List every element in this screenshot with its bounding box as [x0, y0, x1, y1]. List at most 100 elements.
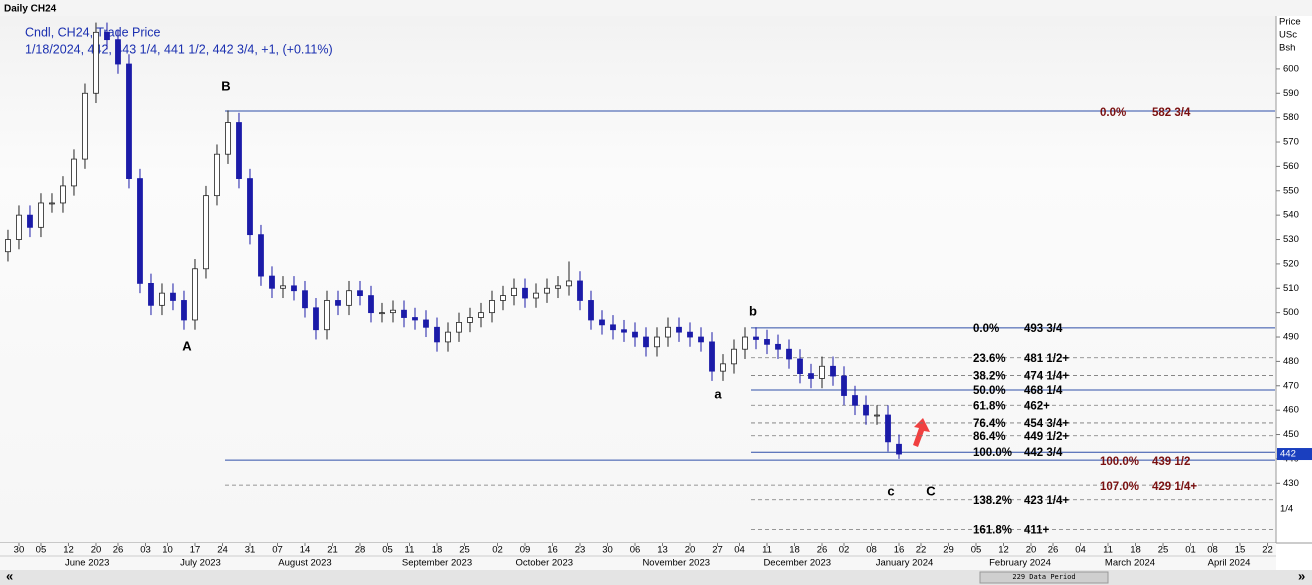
candle-body	[819, 365, 825, 379]
candle-body	[808, 373, 814, 379]
candle-body	[412, 317, 418, 321]
candle-body	[137, 178, 143, 284]
x-tick-label: 23	[575, 545, 586, 556]
candle-body	[225, 122, 231, 155]
x-tick-label: 14	[300, 545, 311, 556]
x-group-label: November 2023	[642, 558, 710, 569]
x-tick-label: 30	[602, 545, 613, 556]
x-tick-label: 25	[459, 545, 470, 556]
last-price-label: 442	[1280, 449, 1296, 460]
y-axis-label: Bsh	[1279, 43, 1295, 54]
x-tick-label: 20	[685, 545, 696, 556]
fib-percent: 61.8%	[973, 400, 1006, 412]
y-tick-label: 530	[1283, 234, 1299, 245]
candle-body	[236, 122, 242, 179]
fib-percent: 23.6%	[973, 353, 1006, 365]
x-tick-label: 25	[1158, 545, 1169, 556]
candle-body	[115, 39, 121, 65]
candle-body	[489, 300, 495, 314]
x-group-label: September 2023	[402, 558, 472, 569]
x-tick-label: 10	[162, 545, 173, 556]
candle-body	[181, 300, 187, 321]
y-axis-label: Price	[1279, 17, 1301, 28]
candle-body	[753, 336, 759, 340]
candle-body	[379, 312, 385, 315]
candle-body	[467, 317, 473, 323]
x-tick-label: 08	[866, 545, 877, 556]
x-tick-label: 02	[839, 545, 850, 556]
x-tick-label: 08	[1207, 545, 1218, 556]
y-tick-label: 580	[1283, 112, 1299, 123]
x-tick-label: 26	[1048, 545, 1059, 556]
x-tick-label: 12	[63, 545, 74, 556]
y-axis-label: USc	[1279, 30, 1297, 41]
fib-percent: 100.0%	[973, 447, 1012, 459]
candle-body	[445, 331, 451, 343]
y-tick-label: 590	[1283, 88, 1299, 99]
candle-body	[500, 295, 506, 301]
y-tick-label: 540	[1283, 210, 1299, 221]
x-tick-label: 06	[630, 545, 641, 556]
candle-body	[390, 309, 396, 314]
candle-body	[93, 31, 99, 94]
x-tick-label: 29	[943, 545, 954, 556]
candle-body	[566, 280, 572, 287]
scroll-left[interactable]: «	[6, 568, 13, 583]
x-group-label: July 2023	[180, 558, 221, 569]
y-tick-label: 550	[1283, 185, 1299, 196]
x-group-label: October 2023	[515, 558, 573, 569]
x-tick-label: 01	[1185, 545, 1196, 556]
wave-label: C	[926, 483, 936, 498]
fib-price: 582 3/4	[1152, 107, 1191, 119]
fib-price: 411+	[1024, 525, 1050, 537]
candle-body	[632, 331, 638, 338]
x-tick-label: 04	[734, 545, 745, 556]
candle-body	[269, 275, 275, 289]
wave-label: B	[221, 78, 230, 93]
fib-percent: 107.0%	[1100, 481, 1139, 493]
chart-title: Daily CH24	[4, 4, 57, 15]
x-tick-label: 27	[712, 545, 723, 556]
x-tick-label: 26	[113, 545, 124, 556]
fib-percent: 38.2%	[973, 370, 1006, 382]
x-tick-label: 28	[355, 545, 366, 556]
x-tick-label: 18	[1130, 545, 1141, 556]
x-tick-label: 13	[657, 545, 668, 556]
wave-label: c	[887, 483, 894, 498]
candle-body	[434, 326, 440, 343]
candle-body	[16, 214, 22, 240]
arrow-icon	[913, 418, 930, 447]
candle-body	[302, 290, 308, 309]
candle-body	[478, 312, 484, 318]
candle-body	[533, 292, 539, 299]
y-tick-label: 450	[1283, 429, 1299, 440]
legend-line: Cndl, CH24, Trade Price	[25, 25, 161, 39]
scroll-thumb[interactable]	[979, 571, 1109, 584]
x-tick-label: 17	[190, 545, 201, 556]
x-tick-label: 05	[36, 545, 47, 556]
fib-percent: 86.4%	[973, 431, 1006, 443]
x-tick-label: 16	[547, 545, 558, 556]
fib-percent: 0.0%	[1100, 107, 1126, 119]
candle-body	[577, 280, 583, 301]
fib-price: 442 3/4	[1024, 447, 1063, 459]
candle-body	[159, 292, 165, 306]
x-tick-label: 09	[520, 545, 531, 556]
x-tick-label: 24	[217, 545, 228, 556]
candle-body	[896, 443, 902, 455]
candle-body	[511, 287, 517, 296]
x-tick-label: 07	[272, 545, 283, 556]
candle-body	[764, 339, 770, 345]
scroll-right[interactable]: »	[1298, 568, 1305, 583]
x-tick-label: 21	[327, 545, 338, 556]
x-tick-label: 30	[14, 545, 25, 556]
candle-body	[280, 285, 286, 289]
scrollbar[interactable]	[0, 570, 1312, 585]
x-group-label: March 2024	[1105, 558, 1155, 569]
x-tick-label: 22	[1262, 545, 1273, 556]
candle-body	[731, 348, 737, 365]
candle-body	[544, 287, 550, 294]
candle-body	[852, 395, 858, 406]
candle-body	[247, 178, 253, 236]
